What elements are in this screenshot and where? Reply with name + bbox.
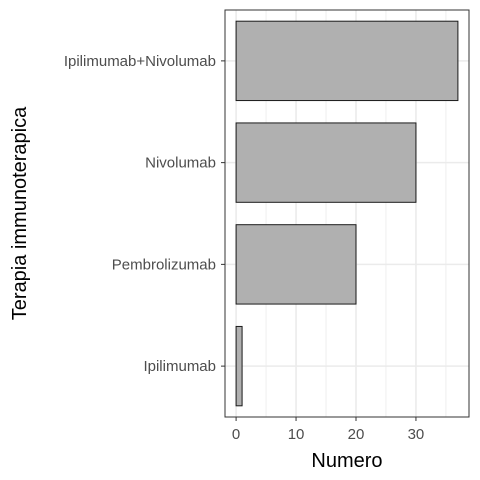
x-tick-label: 20	[348, 426, 365, 443]
x-tick-label: 10	[288, 426, 305, 443]
y-tick-label: Ipilimumab	[143, 358, 216, 375]
x-tick-label: 0	[232, 426, 240, 443]
axes: 0 10 20 30 Ipilimumab Pembrolizumab Nivolumab I…	[64, 53, 424, 443]
bar	[235, 20, 459, 102]
bars	[235, 20, 459, 407]
y-axis-title: Terapia immunoterapica	[9, 106, 31, 320]
panel-border	[224, 9, 470, 418]
y-tick-label: Pembrolizumab	[112, 256, 216, 273]
y-tick-label: Ipilimumab+Nivolumab	[64, 53, 216, 70]
x-tick-label: 30	[408, 426, 425, 443]
bar	[235, 325, 243, 407]
bar	[235, 122, 417, 203]
bar	[235, 224, 357, 305]
x-axis-title: Numero	[311, 450, 382, 472]
y-tick-label: Nivolumab	[145, 155, 216, 172]
